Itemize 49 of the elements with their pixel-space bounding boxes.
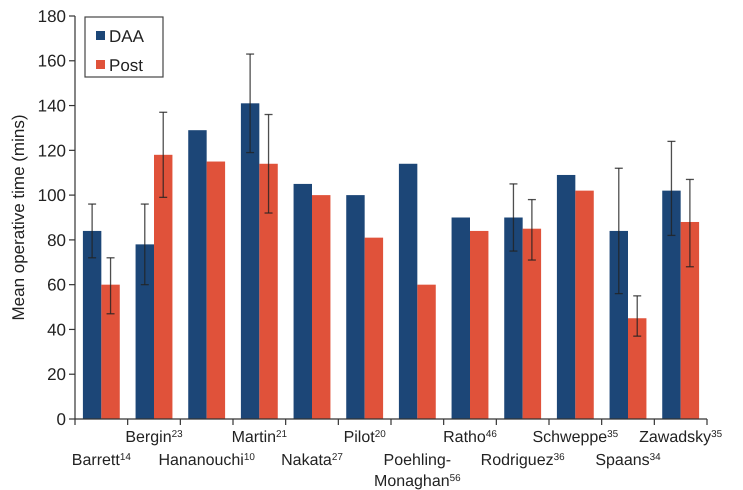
bar bbox=[240, 103, 260, 419]
x-tick-label: Hananouchi$^{10}$ bbox=[158, 452, 256, 469]
y-tick-label: 140 bbox=[38, 96, 66, 116]
bar bbox=[662, 190, 681, 419]
bar bbox=[556, 174, 576, 419]
bar bbox=[610, 230, 628, 419]
y-tick-label: 0 bbox=[56, 410, 66, 429]
y-tick-label: 60 bbox=[47, 276, 66, 295]
x-tick-label: Spaans$^{34}$ bbox=[595, 452, 662, 469]
bar bbox=[470, 230, 488, 419]
x-tick-label: Zawadsky$^{35}$ bbox=[639, 428, 723, 446]
bar bbox=[346, 195, 365, 419]
bar bbox=[364, 238, 384, 419]
bar bbox=[259, 164, 278, 419]
y-tick-label: 120 bbox=[38, 141, 66, 160]
bar bbox=[154, 154, 172, 419]
y-tick-label: 40 bbox=[47, 320, 66, 340]
bar bbox=[452, 218, 470, 419]
x-tick-label: Nakata$^{27}$ bbox=[281, 452, 344, 469]
bar bbox=[101, 284, 120, 419]
bar bbox=[82, 230, 102, 419]
y-tick-label: 100 bbox=[38, 186, 66, 206]
bar bbox=[312, 195, 330, 419]
bar bbox=[206, 162, 226, 419]
bar bbox=[504, 218, 523, 419]
x-tick-label: Schweppe$^{35}$ bbox=[532, 428, 619, 446]
x-tick-label: Pilot$^{20}$ bbox=[344, 428, 386, 446]
x-tick-label: Bergin$^{23}$ bbox=[125, 428, 184, 446]
y-tick-label: 80 bbox=[47, 230, 66, 250]
bar bbox=[680, 222, 700, 419]
y-axis-title: Mean operative time (mins) bbox=[9, 114, 28, 320]
bar bbox=[188, 130, 207, 419]
x-tick-label: Poehling-Monaghan$^{56}$ bbox=[374, 452, 462, 490]
bar bbox=[575, 190, 594, 419]
legend-label: Post bbox=[109, 56, 144, 75]
bar bbox=[136, 244, 154, 419]
bar bbox=[294, 184, 312, 419]
bar bbox=[522, 228, 542, 419]
y-tick-label: 160 bbox=[38, 52, 66, 71]
legend-label: DAA bbox=[109, 26, 145, 46]
x-tick-label: Barrett$^{14}$ bbox=[72, 452, 132, 469]
y-tick-label: 180 bbox=[38, 6, 66, 26]
bar bbox=[628, 318, 646, 419]
y-tick-label: 20 bbox=[47, 365, 66, 384]
bar bbox=[398, 164, 418, 419]
x-tick-label: Ratho$^{46}$ bbox=[443, 428, 498, 446]
x-tick-label: Martin$^{21}$ bbox=[232, 428, 288, 446]
x-tick-label: Rodriguez$^{36}$ bbox=[480, 452, 566, 469]
bar bbox=[417, 284, 436, 419]
